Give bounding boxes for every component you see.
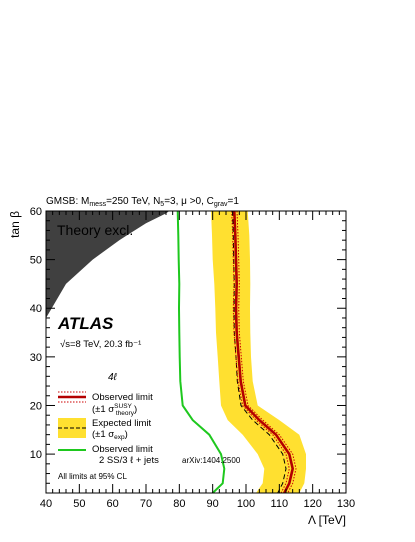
x-tick-label: 80 [173, 498, 185, 510]
x-axis-title: Λ [TeV] [308, 513, 346, 527]
expected-1sigma-band [211, 211, 306, 493]
legend-expected-label: Expected limit [92, 418, 151, 429]
plot-frame [45, 210, 347, 494]
y-axis-title: tan β [8, 211, 22, 238]
y-tick-label: 50 [30, 255, 42, 267]
plot-header: GMSB: Mmess=250 TeV, N5=3, μ >0, Cgrav=1 [46, 196, 239, 208]
legend: Observed limit (±1 σSUSY theory) Expected… [58, 391, 241, 466]
legend-ss3l-sub: 2 SS/3 ℓ + jets [99, 455, 159, 466]
y-tick-label: 10 [30, 449, 42, 461]
data-layer [46, 211, 306, 493]
cl-footnote: All limits at 95% CL [58, 472, 127, 481]
y-tick-label: 40 [30, 303, 42, 315]
legend-observed-label: Observed limit [92, 392, 153, 403]
x-tick-label: 50 [73, 498, 85, 510]
x-tick-label: 60 [107, 498, 119, 510]
energy-lumi-label: √s=8 TeV, 20.3 fb⁻¹ [60, 339, 141, 350]
legend-ss3l-label: Observed limit [92, 444, 153, 455]
ss3l-observed-limit-line [176, 211, 226, 493]
y-tick-label: 30 [30, 352, 42, 364]
y-axis: 10 20 30 40 50 60 [30, 206, 346, 494]
x-tick-label: 70 [140, 498, 152, 510]
theory-excluded-region [46, 211, 170, 318]
observed-limit-line [233, 211, 295, 493]
x-tick-label: 110 [271, 498, 289, 510]
x-tick-label: 40 [40, 498, 52, 510]
legend-ss3l-ref: arXiv:1404.2500 [182, 456, 241, 465]
y-tick-label: 20 [30, 400, 42, 412]
theory-excluded-label: Theory excl. [57, 222, 133, 238]
x-tick-label: 90 [207, 498, 219, 510]
observed-theory-down-line [231, 211, 290, 493]
x-axis: 40 50 60 70 80 90 100 110 120 130 [40, 211, 355, 510]
expected-limit-line [232, 211, 287, 493]
x-tick-label: 120 [303, 498, 321, 510]
x-tick-label: 100 [237, 498, 255, 510]
channel-label: 4ℓ [108, 372, 118, 383]
y-tick-label: 60 [30, 206, 42, 218]
x-tick-label: 130 [337, 498, 355, 510]
atlas-label: ATLAS [57, 314, 114, 333]
